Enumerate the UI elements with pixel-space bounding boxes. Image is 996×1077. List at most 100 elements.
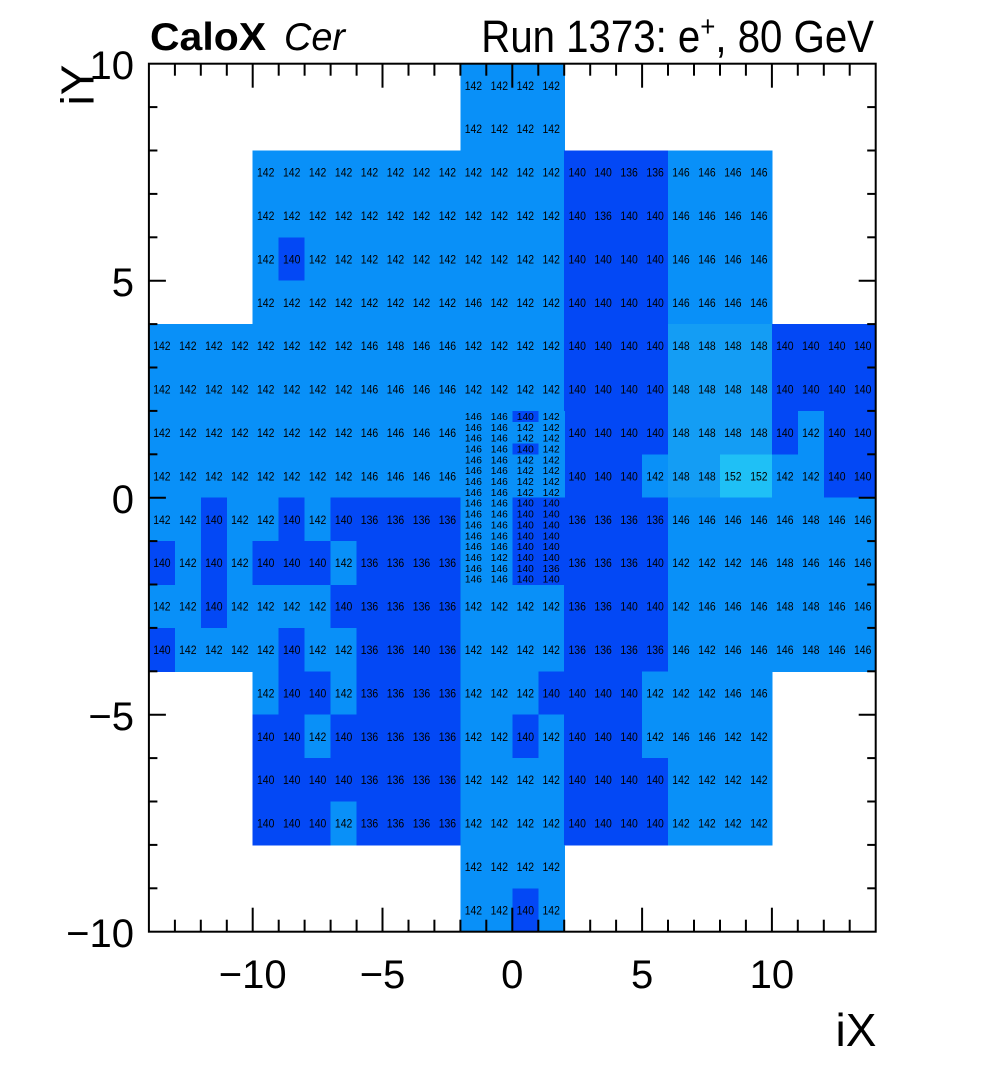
svg-text:146: 146 <box>724 209 742 223</box>
svg-text:142: 142 <box>517 600 535 614</box>
svg-text:5: 5 <box>112 261 134 305</box>
svg-text:142: 142 <box>491 339 509 353</box>
svg-text:146: 146 <box>361 383 379 397</box>
svg-text:140: 140 <box>569 209 587 223</box>
svg-text:142: 142 <box>517 423 534 434</box>
svg-text:148: 148 <box>672 383 690 397</box>
svg-text:136: 136 <box>387 600 405 614</box>
svg-text:140: 140 <box>646 339 664 353</box>
svg-text:142: 142 <box>413 252 431 266</box>
svg-text:140: 140 <box>517 499 534 510</box>
svg-text:146: 146 <box>698 209 716 223</box>
svg-text:140: 140 <box>646 383 664 397</box>
svg-text:148: 148 <box>802 600 820 614</box>
svg-text:140: 140 <box>283 686 301 700</box>
svg-text:142: 142 <box>283 339 301 353</box>
svg-text:142: 142 <box>205 426 223 440</box>
svg-text:146: 146 <box>776 643 794 657</box>
svg-text:142: 142 <box>231 600 249 614</box>
svg-text:146: 146 <box>828 513 846 527</box>
svg-text:142: 142 <box>698 556 716 570</box>
svg-text:142: 142 <box>517 122 535 136</box>
svg-text:136: 136 <box>413 730 431 744</box>
svg-text:136: 136 <box>413 686 431 700</box>
svg-text:146: 146 <box>698 513 716 527</box>
svg-text:146: 146 <box>465 445 482 456</box>
svg-text:148: 148 <box>672 426 690 440</box>
svg-text:142: 142 <box>387 166 405 180</box>
svg-text:146: 146 <box>439 383 457 397</box>
svg-text:140: 140 <box>802 339 820 353</box>
svg-text:140: 140 <box>569 339 587 353</box>
svg-text:142: 142 <box>283 383 301 397</box>
svg-text:142: 142 <box>802 469 820 483</box>
svg-text:136: 136 <box>569 643 587 657</box>
svg-text:136: 136 <box>646 166 664 180</box>
svg-text:146: 146 <box>491 564 508 575</box>
svg-text:146: 146 <box>491 445 508 456</box>
svg-text:146: 146 <box>750 166 768 180</box>
svg-text:142: 142 <box>750 773 768 787</box>
svg-text:142: 142 <box>309 383 327 397</box>
svg-text:142: 142 <box>517 209 535 223</box>
svg-text:142: 142 <box>517 296 535 310</box>
svg-text:142: 142 <box>361 209 379 223</box>
svg-text:142: 142 <box>543 252 561 266</box>
svg-text:136: 136 <box>569 513 587 527</box>
svg-text:142: 142 <box>231 426 249 440</box>
svg-text:142: 142 <box>465 903 483 917</box>
svg-text:142: 142 <box>231 556 249 570</box>
svg-text:142: 142 <box>179 643 197 657</box>
svg-text:146: 146 <box>698 600 716 614</box>
svg-text:142: 142 <box>283 296 301 310</box>
svg-text:136: 136 <box>439 730 457 744</box>
svg-text:140: 140 <box>283 252 301 266</box>
svg-text:136: 136 <box>594 600 612 614</box>
svg-text:140: 140 <box>620 469 638 483</box>
svg-text:136: 136 <box>387 817 405 831</box>
svg-text:142: 142 <box>153 339 171 353</box>
svg-text:142: 142 <box>491 686 509 700</box>
svg-text:146: 146 <box>750 686 768 700</box>
svg-text:142: 142 <box>724 817 742 831</box>
svg-text:146: 146 <box>439 469 457 483</box>
svg-text:136: 136 <box>620 643 638 657</box>
svg-text:146: 146 <box>465 510 482 521</box>
svg-text:142: 142 <box>776 469 794 483</box>
svg-text:146: 146 <box>750 643 768 657</box>
svg-text:140: 140 <box>594 166 612 180</box>
svg-text:142: 142 <box>179 426 197 440</box>
svg-text:142: 142 <box>724 556 742 570</box>
svg-text:140: 140 <box>309 817 327 831</box>
svg-text:142: 142 <box>153 383 171 397</box>
svg-text:136: 136 <box>594 513 612 527</box>
svg-text:142: 142 <box>257 339 275 353</box>
svg-text:140: 140 <box>413 643 431 657</box>
svg-text:142: 142 <box>413 296 431 310</box>
svg-text:136: 136 <box>439 686 457 700</box>
svg-text:142: 142 <box>750 817 768 831</box>
svg-text:142: 142 <box>543 122 561 136</box>
svg-text:136: 136 <box>439 817 457 831</box>
svg-text:142: 142 <box>231 469 249 483</box>
svg-text:142: 142 <box>231 383 249 397</box>
svg-text:140: 140 <box>543 686 561 700</box>
svg-text:142: 142 <box>646 686 664 700</box>
svg-text:5: 5 <box>631 953 653 997</box>
svg-text:142: 142 <box>491 817 509 831</box>
svg-text:140: 140 <box>620 296 638 310</box>
svg-text:140: 140 <box>620 209 638 223</box>
svg-text:142: 142 <box>465 166 483 180</box>
svg-text:142: 142 <box>491 773 509 787</box>
svg-text:142: 142 <box>491 643 509 657</box>
svg-text:146: 146 <box>387 383 405 397</box>
svg-text:140: 140 <box>517 531 534 542</box>
svg-text:136: 136 <box>543 564 560 575</box>
svg-text:142: 142 <box>413 209 431 223</box>
svg-text:146: 146 <box>491 434 508 445</box>
svg-text:148: 148 <box>724 426 742 440</box>
svg-text:146: 146 <box>465 531 482 542</box>
svg-text:140: 140 <box>620 686 638 700</box>
svg-text:142: 142 <box>517 466 534 477</box>
svg-text:142: 142 <box>465 383 483 397</box>
